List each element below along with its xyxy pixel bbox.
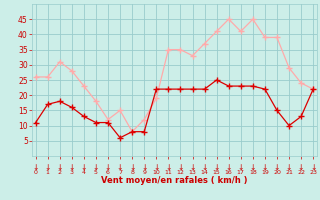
Text: ↓: ↓ — [57, 163, 63, 172]
Text: ↓: ↓ — [250, 163, 256, 172]
Text: ↓: ↓ — [201, 163, 208, 172]
Text: ↓: ↓ — [310, 163, 316, 172]
Text: ↓: ↓ — [129, 163, 135, 172]
Text: ↓: ↓ — [298, 163, 304, 172]
Text: ↓: ↓ — [274, 163, 280, 172]
Text: ↓: ↓ — [105, 163, 111, 172]
Text: ↓: ↓ — [44, 163, 51, 172]
Text: ↓: ↓ — [177, 163, 184, 172]
Text: ↓: ↓ — [117, 163, 123, 172]
Text: ↓: ↓ — [68, 163, 75, 172]
Text: ↓: ↓ — [189, 163, 196, 172]
Text: ↓: ↓ — [262, 163, 268, 172]
Text: ↓: ↓ — [153, 163, 159, 172]
Text: ↓: ↓ — [81, 163, 87, 172]
Text: ↓: ↓ — [213, 163, 220, 172]
Text: ↓: ↓ — [93, 163, 99, 172]
Text: ↓: ↓ — [165, 163, 172, 172]
Text: ↓: ↓ — [226, 163, 232, 172]
Text: ↓: ↓ — [141, 163, 148, 172]
Text: ↓: ↓ — [286, 163, 292, 172]
X-axis label: Vent moyen/en rafales ( km/h ): Vent moyen/en rafales ( km/h ) — [101, 176, 248, 185]
Text: ↓: ↓ — [32, 163, 39, 172]
Text: ↓: ↓ — [237, 163, 244, 172]
